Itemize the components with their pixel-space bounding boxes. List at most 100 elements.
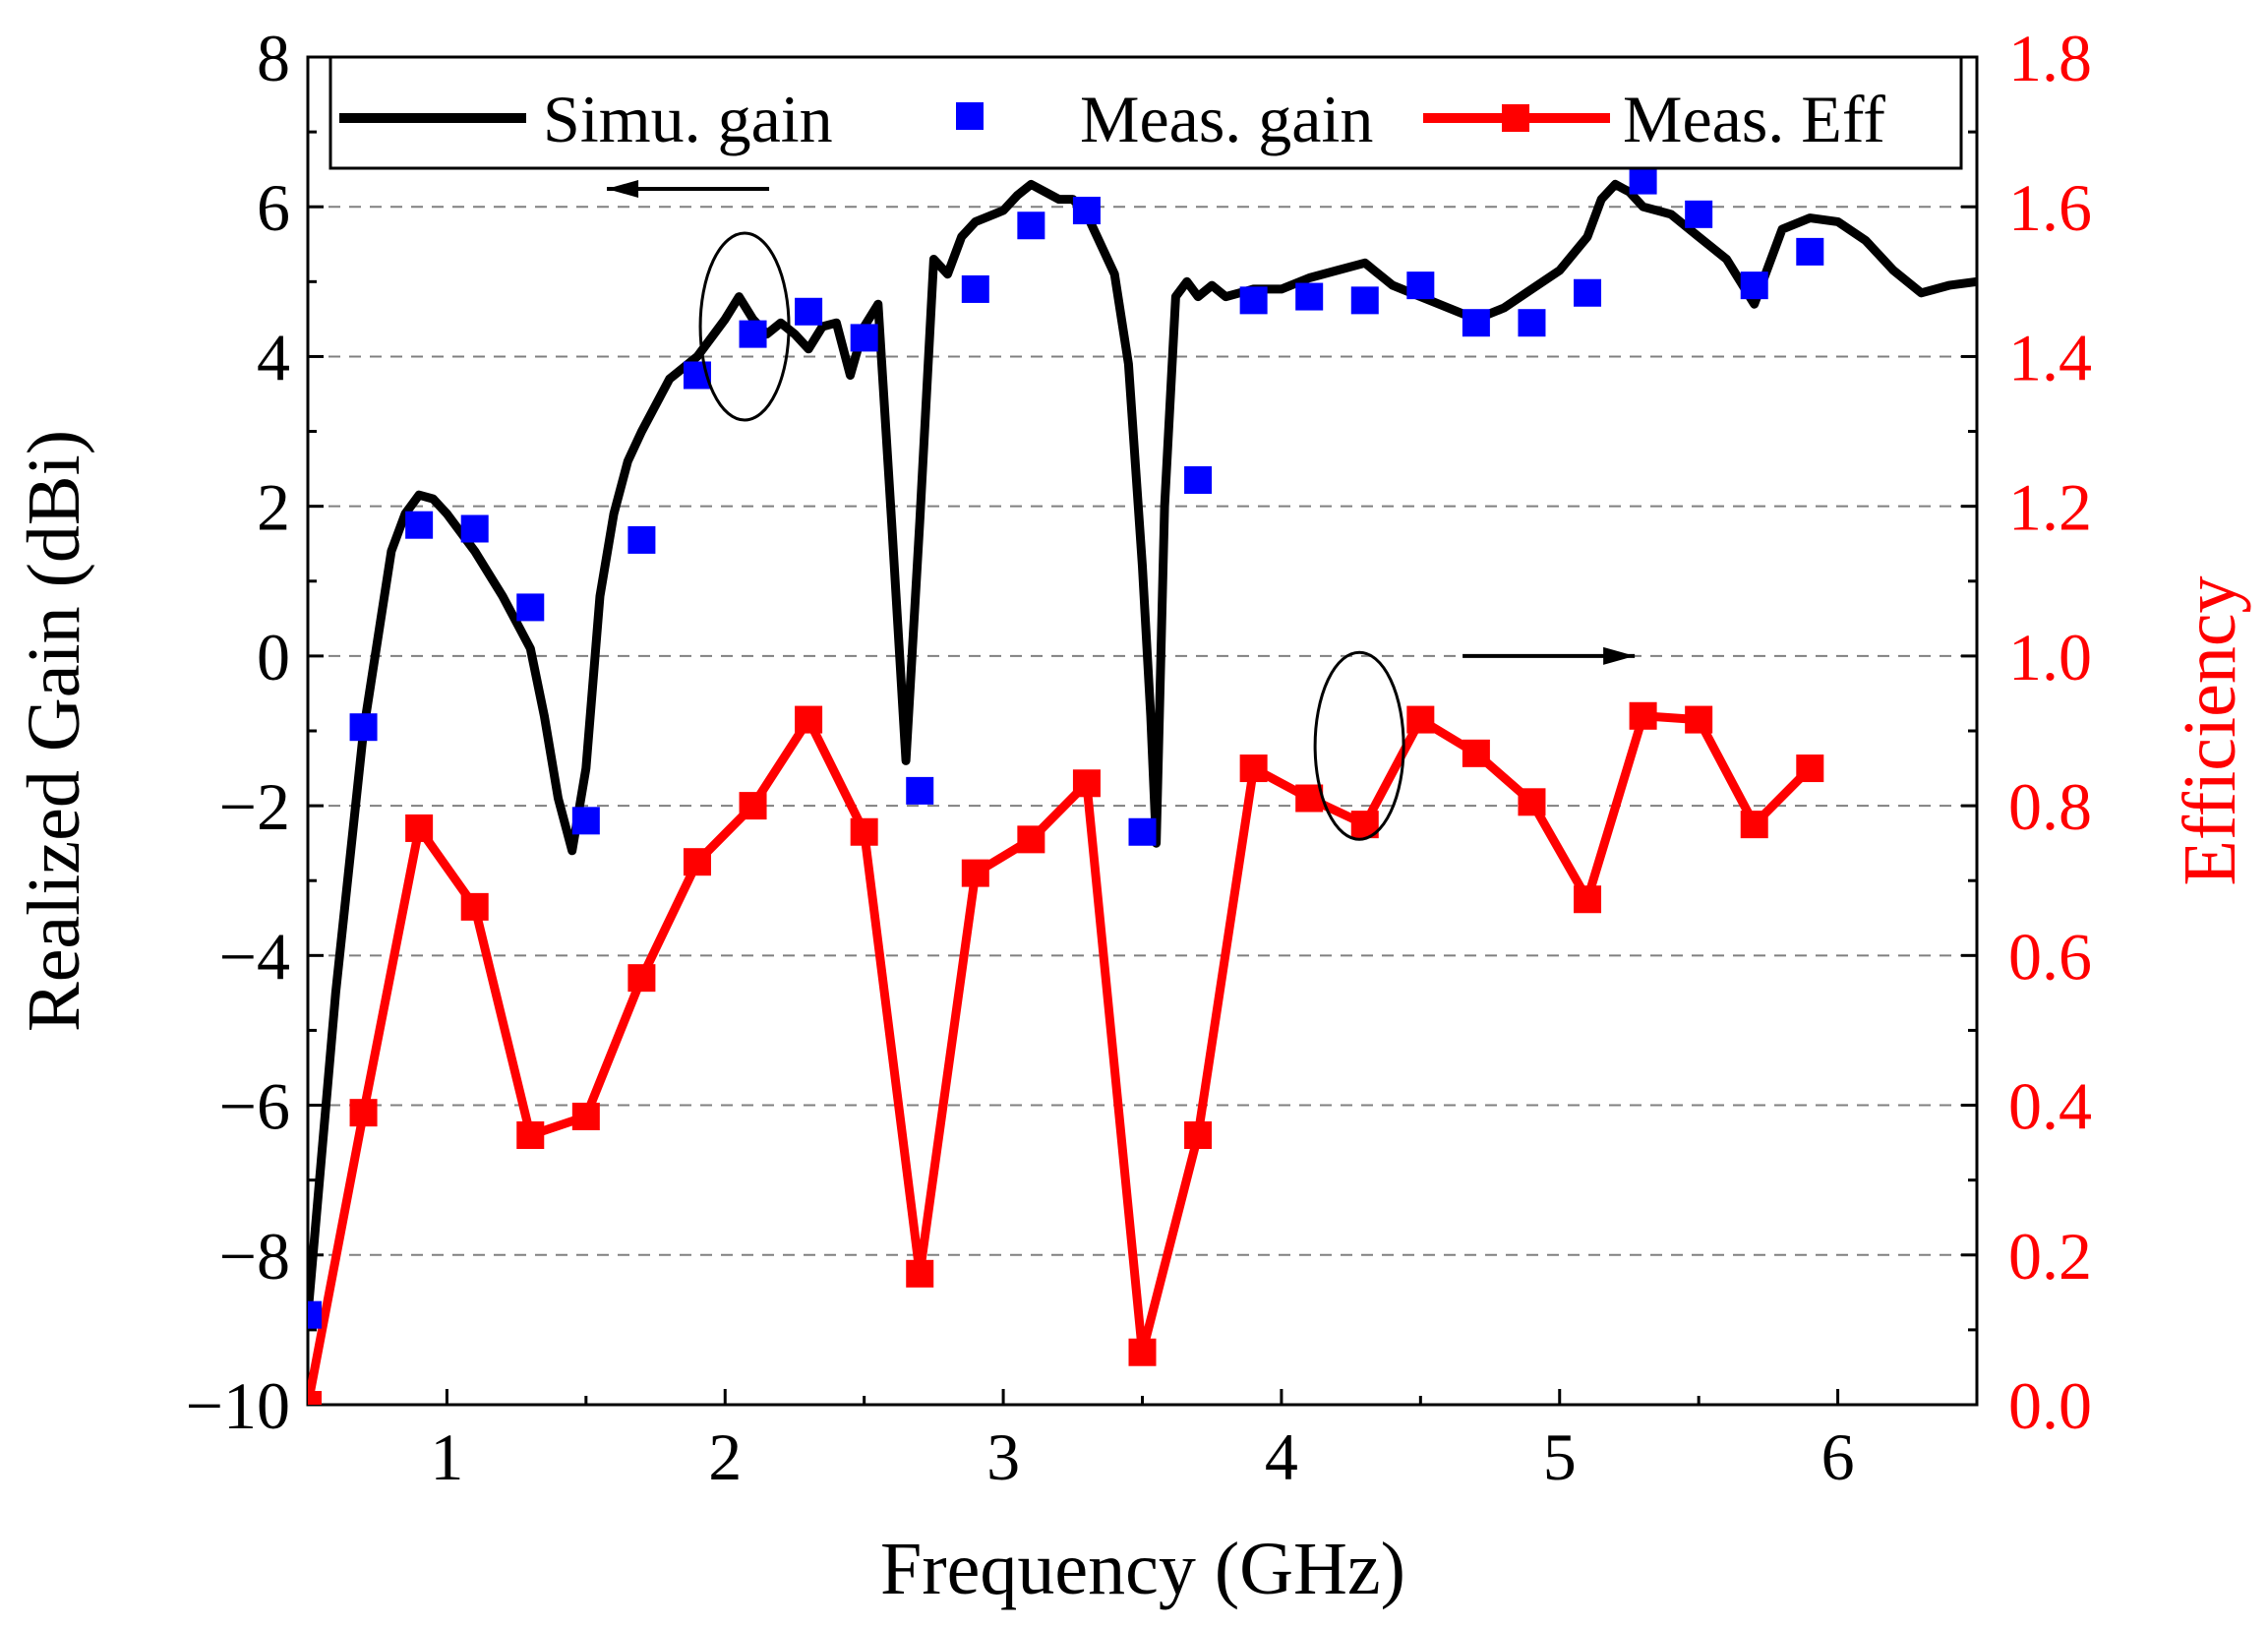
y-tick-label: 4 [257, 320, 290, 394]
x-tick-label: 2 [708, 1419, 742, 1494]
grid-lines [308, 206, 1977, 1256]
meas-gain-point [1685, 200, 1713, 228]
meas-eff-point [1406, 705, 1435, 734]
meas-eff-point [683, 848, 711, 876]
meas-gain-point [1462, 309, 1490, 337]
meas-gain-point [571, 807, 600, 835]
gain-ellipse [698, 231, 791, 422]
y-tick-label: −2 [219, 769, 290, 844]
eff-axis-arrow-head [1603, 646, 1636, 665]
meas-eff-point [1128, 1338, 1157, 1366]
meas-eff-point [349, 1099, 378, 1127]
meas-eff-point [1017, 825, 1045, 854]
meas-gain-point [1574, 278, 1602, 307]
y-tick-label: −8 [219, 1219, 290, 1294]
meas-gain-point [1796, 237, 1824, 266]
meas-gain-point [627, 525, 656, 554]
meas-eff-point [516, 1121, 545, 1149]
meas-eff-point [906, 1259, 934, 1288]
x-tick-label: 5 [1543, 1419, 1577, 1494]
x-tick-label: 3 [986, 1419, 1020, 1494]
meas-gain-point [906, 776, 934, 805]
meas-gain-point [1740, 271, 1768, 300]
x-tick-label: 6 [1821, 1419, 1855, 1494]
meas-gain-point [349, 713, 378, 742]
meas-gain-point [1239, 286, 1268, 315]
y2-tick-label: 0.6 [2008, 919, 2092, 994]
meas-gain-point [308, 1300, 322, 1329]
y-tick-label: 8 [257, 21, 290, 95]
meas-eff-point [850, 817, 878, 846]
meas-eff-point [1796, 754, 1824, 783]
meas-eff-point [1574, 885, 1602, 914]
legend-label-meas-eff: Meas. Eff [1623, 82, 1885, 156]
meas-gain-point [850, 324, 878, 352]
y2-tick-label: 1.2 [2008, 470, 2092, 545]
legend-swatch-meas-gain [956, 102, 984, 130]
meas-gain-point [961, 274, 989, 303]
meas-gain-point [795, 297, 823, 326]
meas-eff-point [1685, 705, 1713, 734]
meas-gain-point [1629, 166, 1657, 195]
y2-axis-title: Efficiency [2169, 575, 2251, 885]
meas-eff-line [308, 711, 1814, 1405]
legend-box [328, 55, 1963, 170]
axis-ticks: −10 −8 −6 −4 −2 0 2 4 6 8 0.0 0.2 0.4 0.6 0.8 1.0 1.2 1.4… [186, 21, 2092, 1494]
legend-swatch-meas-eff-marker [1502, 104, 1529, 132]
y2-tick-label: 1.4 [2008, 320, 2092, 394]
meas-eff-point [1518, 788, 1546, 816]
meas-eff-point [1184, 1121, 1213, 1149]
x-tick-label: 4 [1265, 1419, 1298, 1494]
gain-axis-arrow-head [607, 180, 639, 198]
meas-eff-point [460, 892, 489, 921]
meas-eff-point [739, 792, 767, 820]
meas-gain-point [1072, 197, 1101, 225]
y2-tick-label: 0.0 [2008, 1368, 2092, 1443]
y-tick-label: 6 [257, 170, 290, 245]
meas-gain-point [1295, 282, 1324, 311]
meas-gain-point [460, 514, 489, 543]
meas-eff-point [1629, 701, 1657, 730]
y2-tick-label: 0.2 [2008, 1219, 2092, 1294]
meas-eff-point [1239, 754, 1268, 783]
meas-eff-point [627, 964, 656, 993]
y-tick-label: 2 [257, 470, 290, 545]
meas-gain-point [1406, 271, 1435, 300]
meas-gain-point [1128, 817, 1157, 846]
meas-eff-point [961, 859, 989, 887]
y-tick-label: −6 [219, 1069, 290, 1144]
y2-tick-label: 0.8 [2008, 769, 2092, 844]
y-tick-label: 0 [257, 620, 290, 694]
eff-ellipse [1313, 650, 1405, 841]
meas-eff-point [1740, 811, 1768, 839]
meas-gain-point [1017, 211, 1045, 240]
y2-tick-label: 1.6 [2008, 170, 2092, 245]
y-axis-title: Realized Gain (dBi) [13, 430, 95, 1032]
meas-gain-point [405, 511, 434, 539]
meas-gain-point [1518, 309, 1546, 337]
simu-gain-line [308, 179, 1977, 1316]
meas-gain-point [739, 320, 767, 348]
meas-eff-point [795, 705, 823, 734]
x-axis-title: Frequency (GHz) [880, 1528, 1405, 1610]
y-tick-label: −4 [219, 919, 290, 994]
meas-eff-point [1072, 769, 1101, 798]
annotations [607, 180, 1636, 841]
y2-tick-label: 1.0 [2008, 620, 2092, 694]
meas-eff-point [1462, 739, 1490, 767]
y2-tick-label: 1.8 [2008, 21, 2092, 95]
y-tick-label: −10 [186, 1368, 290, 1443]
meas-eff-point [308, 1391, 322, 1405]
legend-label-meas-gain: Meas. gain [1080, 82, 1373, 156]
meas-gain-point [1350, 286, 1379, 315]
x-tick-label: 1 [430, 1419, 463, 1494]
meas-eff-point [405, 814, 434, 842]
y2-tick-label: 0.4 [2008, 1069, 2092, 1144]
meas-gain-point [516, 593, 545, 622]
legend: Simu. gain Meas. gain Meas. Eff [328, 55, 1963, 170]
legend-label-simu: Simu. gain [543, 82, 833, 156]
meas-gain-point [1184, 466, 1213, 495]
data-series [308, 166, 1977, 1405]
meas-eff-point [571, 1102, 600, 1130]
